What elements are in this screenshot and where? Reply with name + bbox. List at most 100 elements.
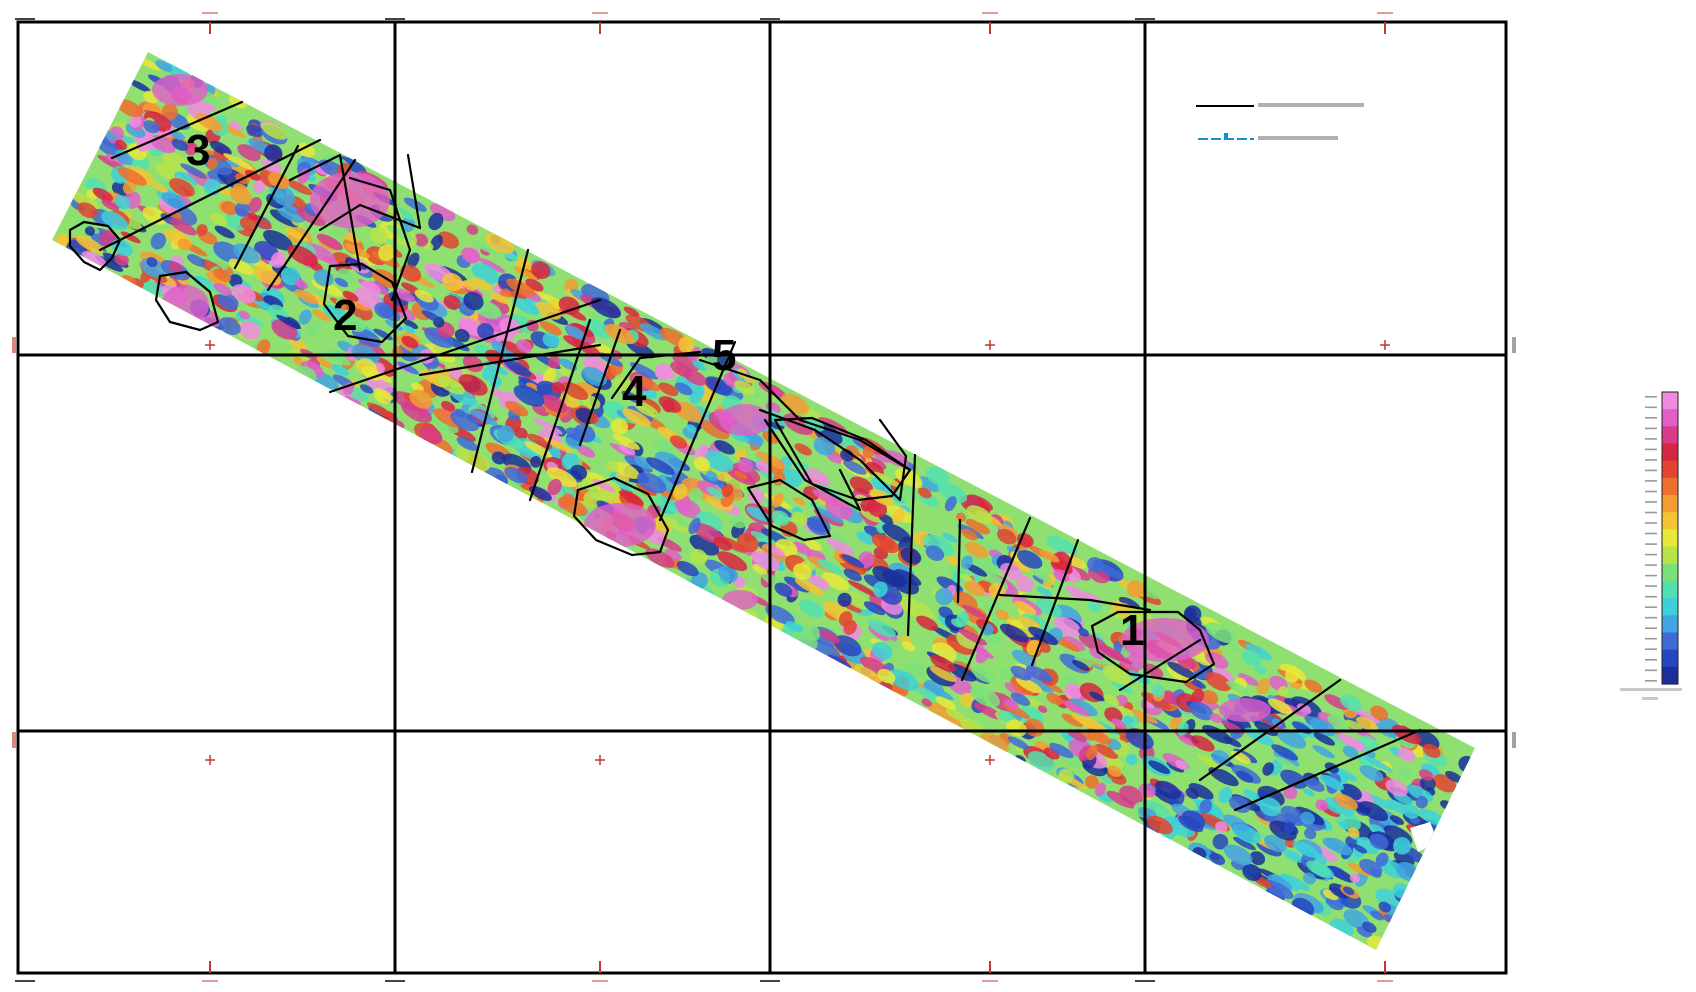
strip-texture-spot — [1208, 767, 1239, 787]
strip-texture-spot — [672, 483, 688, 500]
strip-texture-spot — [1016, 576, 1034, 593]
strip-texture-spot — [1058, 768, 1074, 784]
strip-texture-spot — [974, 537, 1002, 554]
tick-label-smudge — [385, 980, 405, 982]
color-scale-cell — [1662, 392, 1678, 410]
strip-texture-spot — [562, 493, 575, 505]
strip-texture-spot — [713, 536, 733, 551]
grid-cross-mark — [595, 755, 605, 765]
strip-texture-spot — [170, 130, 185, 141]
strip-texture-spot — [276, 314, 302, 330]
strip-texture-spot — [1190, 735, 1215, 752]
strip-texture-spot — [558, 296, 580, 315]
strip-texture-spot — [996, 528, 1017, 545]
color-scale-bar — [1620, 391, 1682, 700]
strip-texture-spot — [366, 402, 393, 418]
strip-texture-spot — [114, 195, 131, 210]
strip-texture-spot — [1399, 767, 1413, 780]
lineament — [1233, 728, 1422, 812]
strip-texture-spot — [421, 310, 441, 322]
strip-texture-spot — [924, 683, 954, 701]
strip-texture-spot — [1037, 705, 1048, 713]
strip-texture-spot — [693, 456, 711, 472]
strip-texture-spot — [873, 471, 902, 488]
strip-texture-spot — [214, 225, 235, 239]
strip-texture-spot — [251, 298, 274, 311]
map-legend — [1196, 103, 1364, 140]
strip-texture-spot — [1406, 784, 1434, 802]
strip-texture-spot — [430, 234, 443, 251]
strip-texture-spot — [1338, 820, 1349, 830]
strip-texture-spot — [1233, 836, 1256, 851]
strip-texture-spot — [570, 322, 594, 338]
color-scale-cell — [1662, 598, 1678, 616]
strip-texture-spot — [1415, 795, 1428, 809]
strip-texture-spot — [662, 516, 691, 534]
strip-texture-spot — [513, 266, 538, 281]
tick-label-smudge — [1135, 18, 1155, 20]
strip-texture-spot — [1025, 665, 1053, 683]
strip-texture-spot — [752, 563, 768, 575]
strip-texture-spot — [81, 250, 107, 269]
strip-texture-spot — [294, 279, 308, 290]
lineament — [758, 408, 908, 502]
strip-texture-spot — [450, 410, 480, 432]
strip-texture-spot — [1306, 860, 1331, 878]
strip-texture-spot — [849, 476, 874, 495]
strip-texture-spot — [217, 292, 239, 310]
strip-texture-spot — [161, 103, 179, 121]
strip-texture-spot — [369, 227, 388, 244]
tick-label-smudge — [982, 980, 998, 982]
interpreted-lineaments — [68, 100, 1422, 812]
color-scale-caption-smudge — [1642, 697, 1658, 700]
color-scale-tick-label-smudge — [1645, 469, 1657, 472]
strip-texture-spot — [512, 297, 540, 316]
strip-texture-spot — [345, 315, 366, 332]
strip-texture-spot — [116, 99, 143, 118]
legend-fault-label-smudge — [1258, 136, 1338, 140]
strip-texture-spot — [1327, 714, 1350, 730]
lineament — [318, 153, 422, 232]
strip-texture-spot — [1378, 901, 1392, 913]
strip-texture-spot — [1011, 649, 1037, 667]
strip-texture-spot — [1036, 586, 1053, 597]
strip-texture-spot — [1345, 719, 1363, 731]
strip-texture-spot — [610, 418, 629, 435]
strip-texture-spot — [543, 437, 573, 454]
strip-texture-spot — [1101, 775, 1113, 784]
strip-texture-spot — [101, 211, 128, 231]
strip-texture-spot — [613, 461, 640, 479]
strip-texture-spot — [1264, 834, 1287, 853]
anomaly-body — [1121, 618, 1209, 662]
strip-texture-spot — [1276, 728, 1307, 749]
color-scale-cell — [1662, 495, 1678, 513]
tick-label-smudge — [982, 12, 998, 14]
strip-texture-spot — [819, 629, 840, 644]
strip-texture-spot — [442, 272, 463, 292]
strip-texture-spot — [700, 420, 730, 440]
strip-texture-spot — [583, 491, 601, 508]
strip-texture-spot — [1215, 821, 1228, 833]
strip-texture-spot — [77, 202, 98, 219]
strip-texture-spot — [793, 496, 806, 506]
color-scale-tick-label-smudge — [1645, 574, 1657, 577]
color-scale-cell — [1662, 649, 1678, 668]
strip-texture-spot — [1016, 677, 1043, 694]
strip-texture-spot — [1228, 795, 1251, 814]
strip-texture-spot — [84, 226, 95, 236]
anomaly-outline — [322, 262, 408, 344]
strip-texture-spot — [1089, 647, 1106, 660]
strip-texture-spot — [491, 388, 504, 398]
strip-texture-spot — [1062, 700, 1091, 717]
tick-label-smudge — [760, 18, 780, 20]
strip-texture-spot — [925, 466, 950, 486]
strip-texture-spot — [793, 563, 812, 580]
lineament — [266, 158, 357, 292]
strip-texture-spot — [817, 559, 843, 575]
strip-texture-spot — [877, 668, 896, 684]
strip-texture-spot — [433, 343, 453, 357]
strip-texture-spot — [618, 490, 644, 506]
strip-texture-spot — [734, 380, 755, 395]
tick-label-smudge — [385, 18, 405, 20]
color-scale-tick-label-smudge — [1645, 438, 1657, 440]
